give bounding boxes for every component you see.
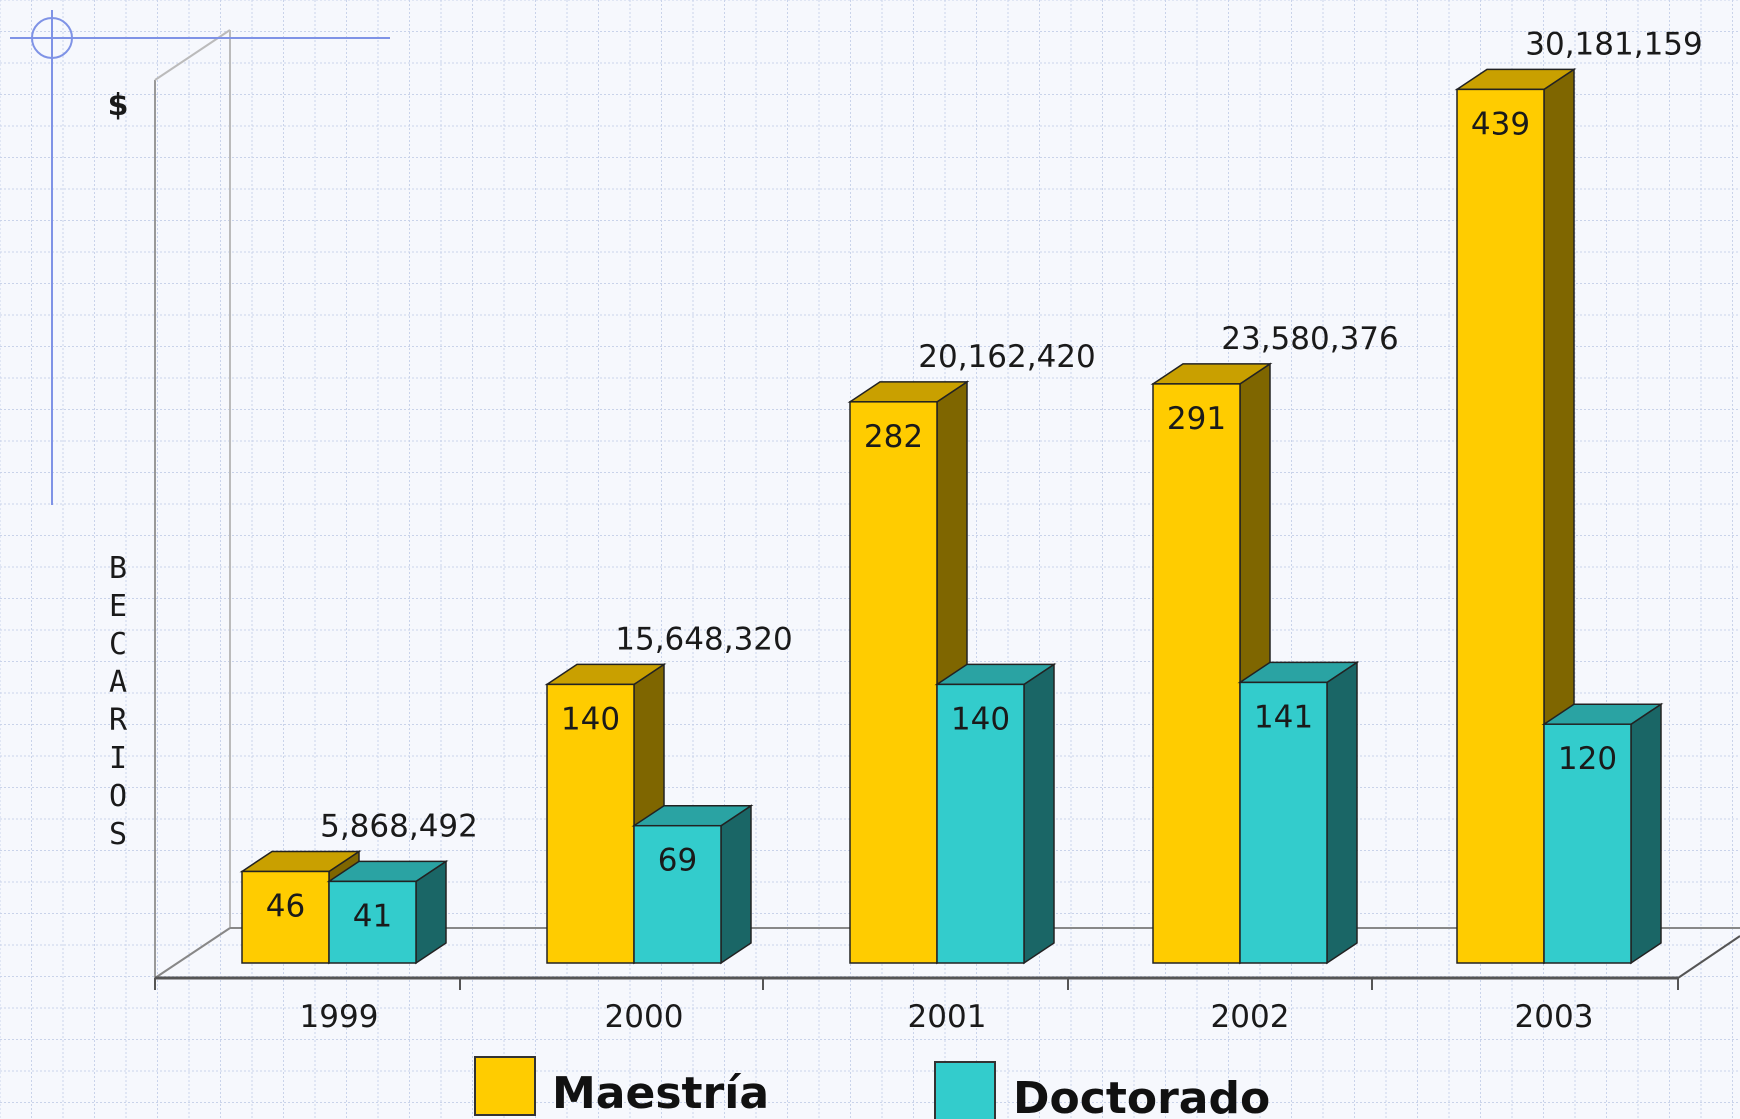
bar-doctorado: 140 bbox=[934, 662, 1057, 965]
bar-value-label: 291 bbox=[1167, 401, 1226, 437]
bar-doctorado-side bbox=[720, 804, 752, 965]
bar-value-label: 141 bbox=[1254, 699, 1313, 735]
y-axis-label-letter: C bbox=[109, 627, 127, 662]
bar-doctorado: 41 bbox=[326, 860, 449, 965]
total-amount-label: 23,580,376 bbox=[1221, 321, 1399, 357]
x-tick-label: 1999 bbox=[300, 999, 379, 1035]
total-amount-label: 30,181,159 bbox=[1525, 26, 1703, 62]
bar-doctorado-front bbox=[1543, 723, 1632, 964]
bar-doctorado: 141 bbox=[1237, 661, 1360, 965]
legend-swatch-doctorado bbox=[934, 1061, 996, 1119]
bar-value-label: 69 bbox=[658, 843, 697, 879]
y-axis-label-letter: R bbox=[109, 703, 128, 738]
legend-label-doctorado: Doctorado bbox=[1013, 1073, 1270, 1119]
total-amount-label: 15,648,320 bbox=[615, 621, 793, 657]
y-axis-dollar-label: $ bbox=[108, 88, 129, 123]
bars: 46 41 5,868,492 140 69 15,648,320 282 140 20,162… bbox=[239, 26, 1703, 965]
legend: Maestría Doctorado bbox=[474, 1056, 1270, 1119]
bar-doctorado: 120 bbox=[1541, 702, 1664, 965]
y-axis-label-letter: E bbox=[109, 589, 127, 624]
x-tick-label: 2002 bbox=[1211, 999, 1290, 1035]
bar-value-label: 140 bbox=[561, 701, 620, 737]
bar-doctorado-side bbox=[1023, 662, 1055, 965]
legend-swatch-maestria bbox=[474, 1056, 536, 1116]
bar-maestria-front bbox=[1456, 88, 1545, 964]
x-tick-label: 2003 bbox=[1515, 999, 1594, 1035]
total-amount-label: 5,868,492 bbox=[320, 808, 478, 844]
bar-value-label: 439 bbox=[1471, 106, 1530, 142]
bar-value-label: 282 bbox=[864, 419, 923, 455]
y-axis-label-letter: O bbox=[109, 779, 127, 814]
y-axis-label-letter: B bbox=[109, 551, 127, 586]
bar-doctorado-front bbox=[936, 683, 1025, 964]
bar-value-label: 120 bbox=[1558, 741, 1617, 777]
x-tick-label: 2001 bbox=[908, 999, 987, 1035]
bar-doctorado-side bbox=[1630, 702, 1662, 965]
bar-value-label: 46 bbox=[266, 888, 305, 924]
bar-maestria-front bbox=[1152, 383, 1241, 964]
x-axis-ticks: 1999 2000 2001 2002 2003 bbox=[154, 978, 1679, 1035]
bar-doctorado-front bbox=[1239, 681, 1328, 964]
legend-label-maestria: Maestría bbox=[552, 1068, 769, 1119]
crosshair-icon bbox=[10, 10, 390, 505]
bar-doctorado-front bbox=[328, 880, 417, 964]
bar-maestria: 282 bbox=[847, 380, 970, 965]
bar-value-label: 41 bbox=[353, 898, 392, 934]
bar-maestria-front bbox=[849, 401, 938, 964]
y-axis-label-letter: S bbox=[109, 817, 127, 852]
x-tick-label: 2000 bbox=[605, 999, 684, 1035]
bar-value-label: 140 bbox=[951, 701, 1010, 737]
bar-maestria-front bbox=[546, 683, 635, 964]
bar-doctorado-front bbox=[633, 824, 722, 964]
total-amount-label: 20,162,420 bbox=[918, 339, 1096, 375]
bar-doctorado-side bbox=[1326, 661, 1358, 965]
y-axis-label-letter: I bbox=[109, 741, 127, 776]
bar-doctorado: 69 bbox=[631, 804, 754, 965]
bar-maestria-front bbox=[241, 870, 330, 964]
y-axis-label-letter: A bbox=[109, 665, 127, 700]
